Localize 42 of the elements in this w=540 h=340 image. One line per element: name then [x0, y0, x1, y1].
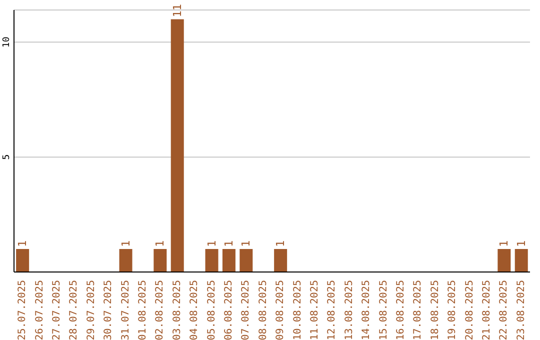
x-tick-label: 19.08.2025	[447, 280, 458, 340]
x-tick-label: 15.08.2025	[378, 280, 390, 340]
x-tick-label: 22.08.2025	[498, 280, 510, 340]
x-tick-label: 12.08.2025	[326, 280, 338, 340]
x-tick-label: 07.08.2025	[240, 280, 252, 340]
x-tick-label: 14.08.2025	[361, 280, 372, 340]
data-label: 1	[222, 240, 236, 248]
x-tick-label: 18.08.2025	[430, 280, 441, 340]
y-tick-label: 5	[2, 154, 12, 160]
x-tick-label: 08.08.2025	[258, 280, 269, 340]
x-tick-label: 16.08.2025	[396, 280, 406, 340]
data-label: 11	[170, 4, 184, 18]
x-tick-label: 28.07.2025	[68, 280, 80, 340]
x-tick-label: 11.08.2025	[310, 280, 320, 340]
x-tick-label: 26.07.2025	[34, 280, 46, 340]
x-tick-label: 04.08.2025	[189, 280, 200, 340]
data-label: 1	[16, 240, 30, 248]
x-tick-label: 13.08.2025	[344, 280, 355, 340]
y-tick-label: 10	[2, 36, 12, 48]
x-tick-label: 02.08.2025	[154, 280, 166, 340]
data-label: 1	[498, 240, 511, 248]
x-tick-label: 25.07.2025	[17, 280, 28, 340]
data-label: 1	[119, 240, 132, 248]
x-tick-label: 06.08.2025	[224, 280, 234, 340]
data-label: 1	[205, 240, 218, 248]
x-tick-label: 29.07.2025	[86, 280, 97, 340]
data-label: 1	[274, 240, 288, 248]
x-tick-label: 09.08.2025	[275, 280, 286, 340]
x-tick-label: 20.08.2025	[464, 280, 476, 340]
x-tick-label: 27.07.2025	[52, 280, 62, 340]
x-tick-label: 10.08.2025	[292, 280, 304, 340]
x-tick-label: 21.08.2025	[482, 280, 492, 340]
x-tick-label: 30.07.2025	[103, 280, 114, 340]
data-label: 1	[514, 240, 528, 248]
data-label: 1	[154, 240, 167, 248]
data-label: 1	[240, 240, 253, 248]
x-tick-label: 05.08.2025	[206, 280, 218, 340]
x-tick-label: 31.07.2025	[120, 280, 132, 340]
x-tick-label: 17.08.2025	[412, 280, 424, 340]
x-tick-label: 03.08.2025	[172, 280, 183, 340]
x-tick-label: 01.08.2025	[138, 280, 148, 340]
x-tick-label: 23.08.2025	[516, 280, 527, 340]
